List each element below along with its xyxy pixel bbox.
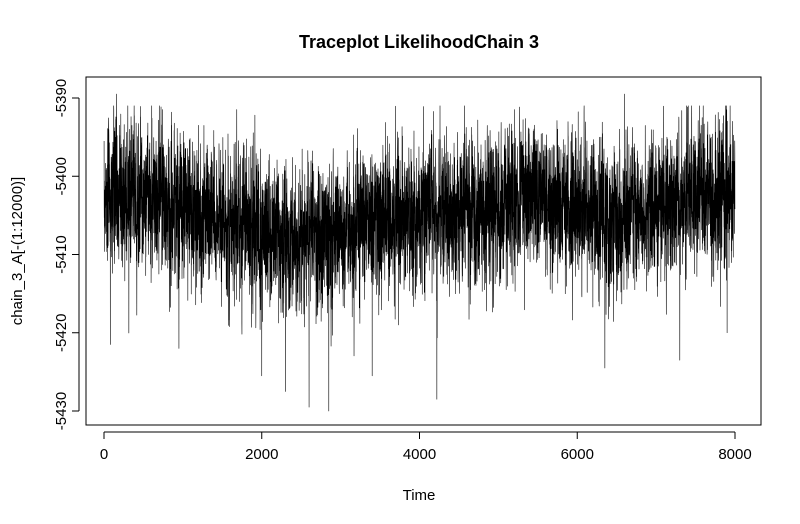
x-tick-label: 2000 <box>245 446 278 463</box>
x-axis-label: Time <box>403 487 436 504</box>
y-tick-label: -5430 <box>53 392 70 430</box>
y-tick-label: -5400 <box>53 157 70 195</box>
x-tick-label: 8000 <box>718 446 751 463</box>
y-axis-label: chain_3_A[-(1:12000)] <box>9 177 26 325</box>
plot-frame <box>85 76 762 426</box>
y-tick-label: -5420 <box>53 314 70 352</box>
x-tick-label: 6000 <box>561 446 594 463</box>
trace-line <box>103 93 736 412</box>
x-axis: 0 2000 4000 6000 8000 <box>100 431 752 463</box>
y-tick-label: -5410 <box>53 235 70 273</box>
x-tick-label: 0 <box>100 446 108 463</box>
chart-title: Traceplot LikelihoodChain 3 <box>299 32 539 52</box>
x-tick-label: 4000 <box>403 446 436 463</box>
y-axis: -5430 -5420 -5410 -5400 -5390 <box>53 79 80 430</box>
y-tick-label: -5390 <box>53 79 70 117</box>
